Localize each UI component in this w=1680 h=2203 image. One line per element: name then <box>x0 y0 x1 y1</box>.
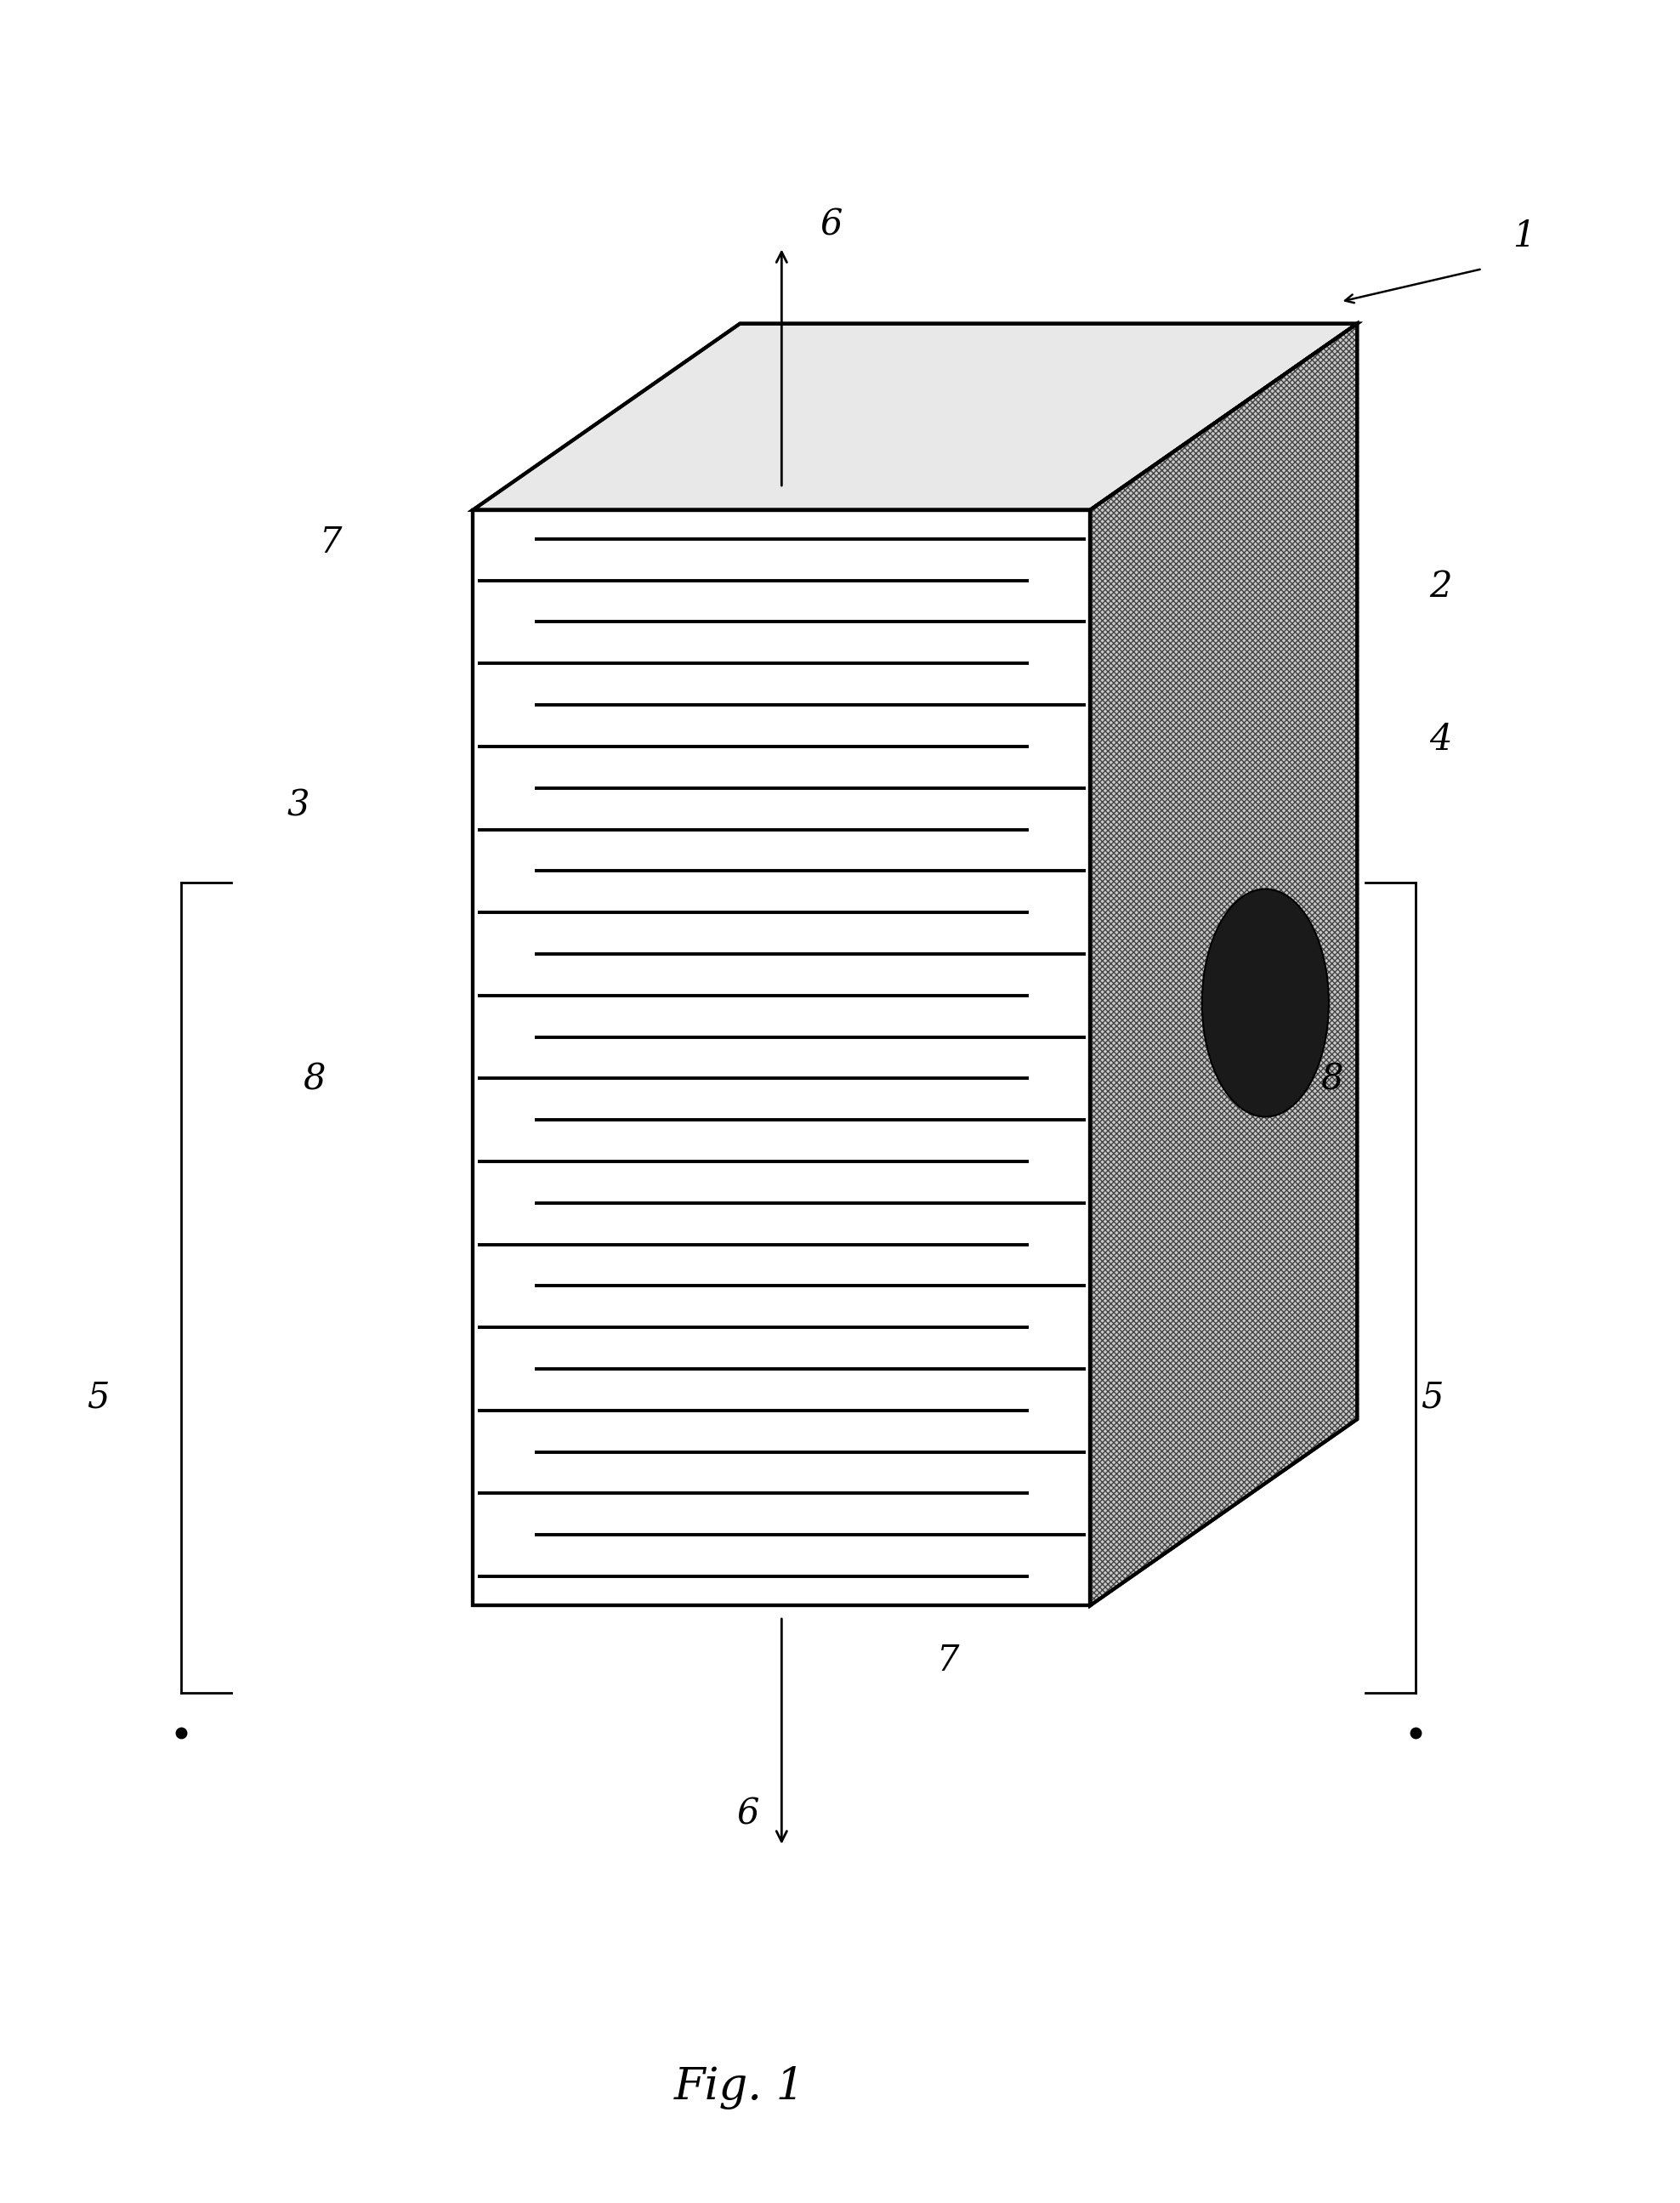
Ellipse shape <box>1201 890 1329 1117</box>
Text: 5: 5 <box>1421 1379 1443 1414</box>
Text: 8: 8 <box>1320 1062 1344 1097</box>
Text: 3: 3 <box>287 789 309 824</box>
Polygon shape <box>474 509 1090 1606</box>
Polygon shape <box>474 324 1357 509</box>
Polygon shape <box>1090 324 1357 1606</box>
Text: 1: 1 <box>1512 218 1536 253</box>
Text: 6: 6 <box>738 1795 759 1831</box>
Text: 7: 7 <box>319 524 343 560</box>
Text: 4: 4 <box>1430 723 1452 758</box>
Text: 7: 7 <box>937 1643 959 1679</box>
Text: 6: 6 <box>820 207 843 242</box>
Text: 5: 5 <box>86 1379 109 1414</box>
Text: 8: 8 <box>304 1062 326 1097</box>
Text: Fig. 1: Fig. 1 <box>674 2066 805 2108</box>
Text: 2: 2 <box>1430 568 1452 604</box>
